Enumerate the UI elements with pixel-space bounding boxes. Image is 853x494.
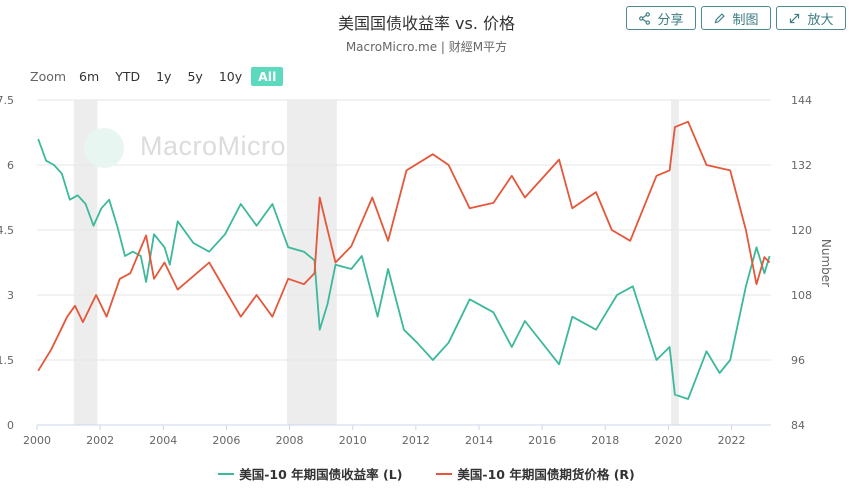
price-series-line xyxy=(37,120,771,372)
y-right-tick-label: 120 xyxy=(791,224,812,237)
watermark-text: MacroMicro xyxy=(140,131,287,161)
y-right-tick-label: 144 xyxy=(791,94,812,107)
x-tick-label: 2012 xyxy=(402,434,430,447)
y-right-tick-label: 96 xyxy=(791,354,805,367)
x-tick-label: 2006 xyxy=(212,434,240,447)
draw-label: 制图 xyxy=(732,12,759,28)
zoom-label: Zoom xyxy=(30,69,67,84)
y-left-tick-label: 6 xyxy=(7,159,14,172)
range-6m-button[interactable]: 6m xyxy=(79,69,100,84)
y-right-tick-label: 108 xyxy=(791,289,812,302)
x-tick-label: 2002 xyxy=(86,434,114,447)
chart-legend: 美国-10 年期国债收益率 (L) 美国-10 年期国债期货价格 (R) xyxy=(0,464,853,483)
range-all-button[interactable]: All xyxy=(251,67,284,86)
range-10y-button[interactable]: 10y xyxy=(218,69,243,84)
share-button[interactable]: 分享 xyxy=(626,6,696,30)
draw-button[interactable]: 制图 xyxy=(701,6,771,30)
legend-swatch-price xyxy=(436,472,453,475)
chart-subtitle: MacroMicro.me | 财經M平方 xyxy=(345,40,508,54)
y-left-tick-label: 7.5 xyxy=(0,94,14,107)
y-left-tick-label: 1.5 xyxy=(0,354,14,367)
x-tick-label: 2018 xyxy=(591,434,619,447)
y-left-tick-label: 0 xyxy=(7,419,14,432)
range-selector: Zoom 6m YTD 1y 5y 10y All xyxy=(30,67,285,86)
x-tick-label: 2004 xyxy=(149,434,177,447)
x-tick-label: 2014 xyxy=(465,434,493,447)
y-left-tick-label: 4.5 xyxy=(0,224,14,237)
legend-item-price[interactable]: 美国-10 年期国债期货价格 (R) xyxy=(436,464,635,483)
x-tick-label: 2020 xyxy=(654,434,682,447)
recession-band-1 xyxy=(286,100,337,425)
watermark-logo-icon xyxy=(84,128,124,168)
range-1y-button[interactable]: 1y xyxy=(156,69,172,84)
chart-title: 美国国债收益率 vs. 价格 xyxy=(337,14,516,33)
pencil-icon xyxy=(715,12,726,23)
y-right-axis-label: Number xyxy=(819,239,833,287)
legend-item-yield[interactable]: 美国-10 年期国债收益率 (L) xyxy=(218,464,402,483)
expand-icon xyxy=(790,13,800,23)
fullscreen-label: 放大 xyxy=(807,12,834,28)
x-tick-label: 2010 xyxy=(339,434,367,447)
share-icon xyxy=(639,11,651,25)
x-tick-label: 2008 xyxy=(276,434,304,447)
x-tick-label: 2022 xyxy=(718,434,746,447)
recession-band-0 xyxy=(73,100,98,425)
chart-canvas: 0 1.5 3 4.5 6 7.5 84 96 108 120 132 144 Number 2000 20… xyxy=(0,94,833,447)
legend-label-yield: 美国-10 年期国债收益率 (L) xyxy=(239,467,403,482)
range-5y-button[interactable]: 5y xyxy=(187,69,203,84)
recession-band-2 xyxy=(671,100,679,425)
y-left-tick-label: 3 xyxy=(7,289,14,302)
y-right-tick-label: 132 xyxy=(791,159,812,172)
fullscreen-button[interactable]: 放大 xyxy=(776,6,846,30)
share-label: 分享 xyxy=(657,12,684,28)
x-tick-label: 2000 xyxy=(23,434,51,447)
x-tick-label: 2016 xyxy=(528,434,556,447)
legend-swatch-yield xyxy=(218,472,235,475)
range-ytd-button[interactable]: YTD xyxy=(115,69,141,84)
legend-label-price: 美国-10 年期国债期货价格 (R) xyxy=(457,467,635,482)
y-right-tick-label: 84 xyxy=(791,419,805,432)
yield-series-line xyxy=(37,138,771,400)
